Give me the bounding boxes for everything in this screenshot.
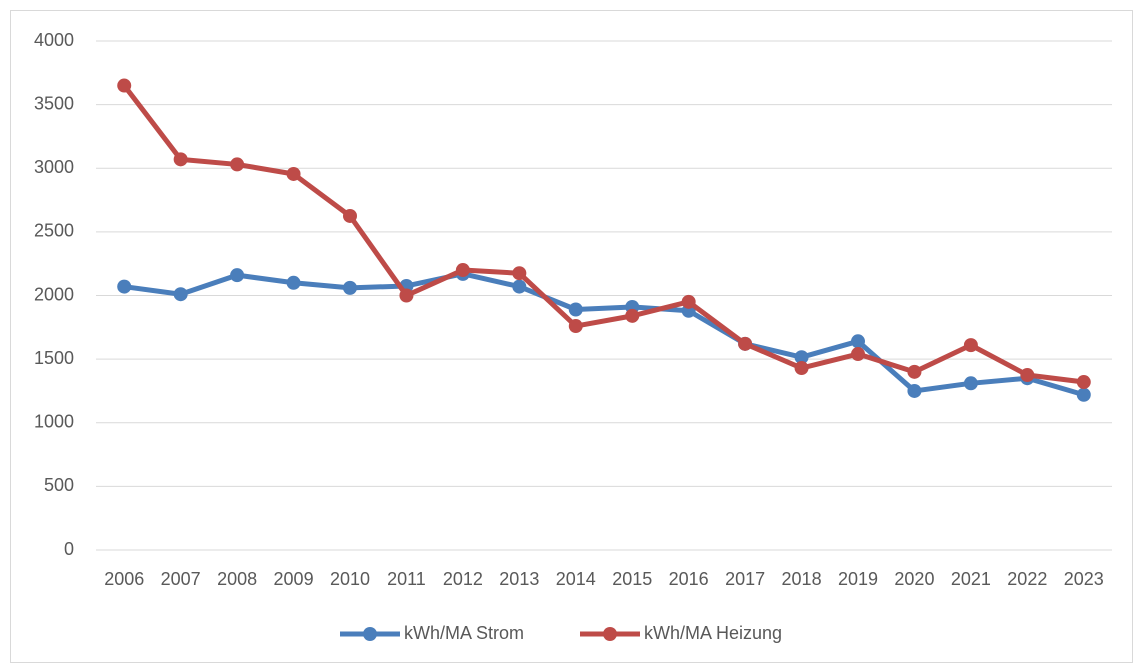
marker <box>512 279 527 294</box>
x-tick-label: 2012 <box>443 569 483 589</box>
x-tick-label: 2023 <box>1064 569 1104 589</box>
x-tick-label: 2011 <box>387 569 426 589</box>
marker <box>1076 375 1091 390</box>
marker <box>399 288 414 303</box>
marker <box>230 268 245 283</box>
x-tick-label: 2009 <box>274 569 314 589</box>
legend-label: kWh/MA Strom <box>404 623 524 643</box>
marker <box>907 383 922 398</box>
x-tick-label: 2021 <box>951 569 991 589</box>
marker <box>963 338 978 353</box>
y-tick-label: 3500 <box>34 93 74 113</box>
marker <box>794 361 809 376</box>
x-tick-label: 2020 <box>894 569 934 589</box>
marker <box>568 319 583 334</box>
legend-label: kWh/MA Heizung <box>644 623 782 643</box>
y-tick-label: 2500 <box>34 221 74 241</box>
x-tick-label: 2007 <box>161 569 201 589</box>
x-tick-label: 2014 <box>556 569 596 589</box>
marker <box>343 208 357 223</box>
marker <box>794 350 809 365</box>
x-tick-label: 2015 <box>612 569 652 589</box>
marker <box>1076 387 1091 402</box>
marker <box>907 364 922 379</box>
x-tick-label: 2013 <box>499 569 539 589</box>
marker <box>512 266 527 281</box>
marker <box>851 334 865 349</box>
x-tick-label: 2016 <box>669 569 709 589</box>
marker <box>963 376 978 391</box>
y-tick-label: 1000 <box>34 412 74 432</box>
y-tick-label: 4000 <box>34 30 74 50</box>
line <box>122 84 1085 385</box>
x-tick-label: 2006 <box>104 569 144 589</box>
x-tick-label: 2019 <box>838 569 878 589</box>
marker <box>568 302 583 317</box>
y-tick-label: 500 <box>44 475 74 495</box>
marker <box>343 280 357 295</box>
x-tick-label: 2022 <box>1007 569 1047 589</box>
y-tick-label: 1500 <box>34 348 74 368</box>
marker <box>286 166 301 181</box>
marker <box>455 263 470 278</box>
marker <box>173 152 188 167</box>
y-tick-label: 3000 <box>34 157 74 177</box>
line <box>123 271 1085 398</box>
marker <box>173 287 188 302</box>
marker <box>286 275 301 290</box>
marker <box>1020 368 1035 383</box>
marker <box>117 279 132 294</box>
marker <box>117 78 132 93</box>
x-tick-label: 2017 <box>725 569 765 589</box>
x-tick-label: 2010 <box>330 569 370 589</box>
x-tick-label: 2018 <box>782 569 822 589</box>
marker <box>230 157 245 172</box>
marker <box>681 294 696 309</box>
marker <box>851 347 865 362</box>
legend-marker <box>603 627 617 641</box>
legend-marker <box>363 627 377 641</box>
chart-border <box>10 10 1133 663</box>
x-tick-label: 2008 <box>217 569 257 589</box>
y-tick-label: 0 <box>64 539 74 559</box>
marker <box>625 308 640 323</box>
marker <box>738 336 753 351</box>
y-tick-label: 2000 <box>34 284 74 304</box>
